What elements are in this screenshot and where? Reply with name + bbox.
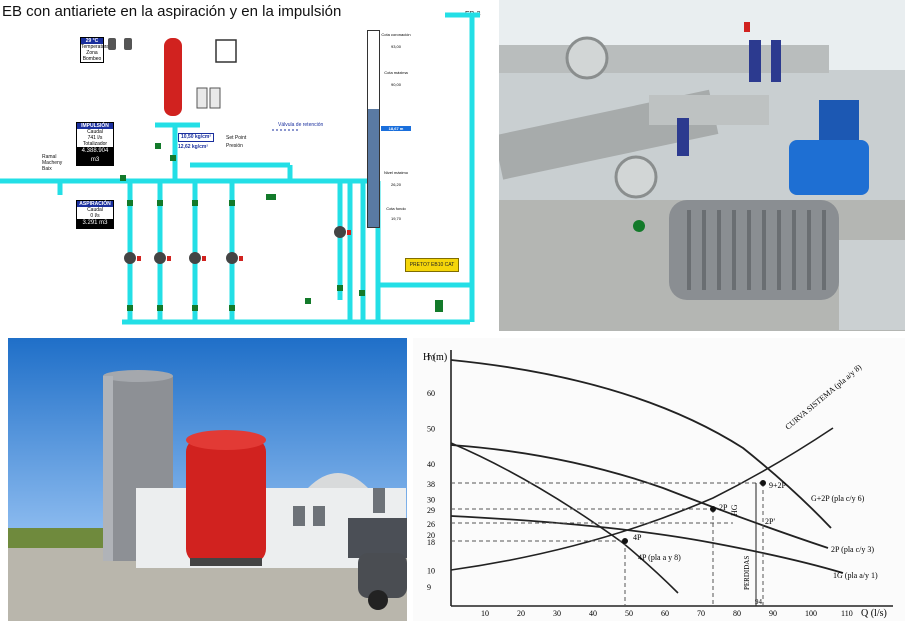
level-annotations: Cota coronación 93,00 Cota máxima 90,00 … (381, 30, 413, 226)
scada-title: EB con antiariete en la aspiración y en … (2, 3, 342, 20)
y-mark: 38 (427, 480, 435, 489)
outlet-flow-meter: IMPULSIÓN Caudal 741 l/s Totalizador 4.3… (76, 122, 114, 166)
output-label-box: PRETO7 EB10 CAT (405, 258, 459, 272)
surge-tank-photo (8, 338, 407, 621)
level-label: Cota fondo (386, 206, 406, 211)
temperature-value: 29 °C (81, 38, 103, 44)
x-tick-label: 40 (589, 609, 597, 618)
inlet-total-value: 3.291 m3 (77, 219, 113, 228)
y-tick-label: 70 (427, 354, 435, 363)
x-tick-label: 80 (733, 609, 741, 618)
g2p-curve (450, 359, 832, 529)
x-tick-label: 70 (697, 609, 705, 618)
y-tick-label: 60 (427, 389, 435, 398)
level-value: 19,70 (390, 216, 401, 221)
pressure-value: 12,62 kg/cm² (178, 144, 209, 150)
y-mark: 26 (427, 520, 435, 529)
p1g-label: 1G (pla a/y 1) (833, 571, 878, 580)
setpoint-label: Set Point (226, 135, 247, 141)
point-label-4p: 4P (633, 533, 642, 542)
y-mark: 18 (427, 538, 435, 547)
system-curve (450, 427, 834, 571)
surge-tank-illustration (8, 338, 407, 621)
level-value: 93,00 (390, 44, 401, 49)
hg-label: HG (730, 504, 739, 516)
x-tick-label: 110 (841, 609, 853, 618)
outlet-total-label: Totalizador (82, 141, 108, 147)
y-axis-label: H (m) (423, 352, 447, 363)
pump-room-photo (499, 0, 905, 331)
p4-description: 4P (pla a y 8) (638, 553, 681, 562)
scada-diagram-panel: EB con antiariete en la aspiración y en … (0, 0, 493, 331)
y-tick-label: 40 (427, 460, 435, 469)
tank-level-gauge (367, 30, 380, 228)
outlet-flow-value: 741 l/s (87, 135, 103, 141)
pump-curves-chart: 10 20 30 40 50 60 70 10 20 30 40 50 60 70 80 90 100 110 … (413, 338, 905, 621)
level-label: Cota máxima (384, 70, 408, 75)
y-mark: 9 (427, 583, 431, 592)
inlet-flow-meter: ASPIRACIÓN Caudal 0 l/s 3.291 m3 (76, 200, 114, 229)
scada-pipe-network (0, 12, 480, 325)
setpoint-value: 10,50 kg/cm² (178, 133, 215, 142)
sensor-icon (108, 38, 116, 50)
inlet-label: Ramal Macheny Baix (42, 154, 63, 172)
level-current-value: 18,67 m (381, 126, 411, 131)
y-tick-label: 10 (427, 567, 435, 576)
g2p-label: G+2P (pla c/y 6) (811, 494, 865, 503)
x-tick-label: 90 (769, 609, 777, 618)
p2-curve (450, 444, 829, 549)
outlet-total-value: 4.388.904 m3 (77, 147, 113, 165)
reference-lines (451, 482, 764, 606)
p2-label: 2P (pla c/y 3) (831, 545, 874, 554)
y-ticks: 10 20 30 40 50 60 70 (427, 354, 435, 576)
p4-curve (450, 442, 679, 594)
pump-room-illustration (499, 0, 905, 331)
point-label-2p-prime: 2P' (765, 517, 775, 526)
x-tick-label: 60 (661, 609, 669, 618)
y-tick-label: 20 (427, 531, 435, 540)
sensor-icon (124, 38, 132, 50)
x-tick-label: 20 (517, 609, 525, 618)
inlet-flow-label: Caudal (87, 207, 103, 213)
y-tick-label: 30 (427, 496, 435, 505)
pressure-label: Presión (226, 143, 243, 149)
x-tick-label: 10 (481, 609, 489, 618)
losses-label: PERDIDAS (743, 556, 751, 590)
x-ticks: 10 20 30 40 50 60 70 80 90 100 110 (481, 609, 853, 618)
level-label: Nivel máximo (383, 170, 408, 175)
x-mark: 94 (755, 598, 763, 606)
point-label-2p: 2P (719, 503, 728, 512)
x-tick-label: 50 (625, 609, 633, 618)
level-value: 26,20 (390, 182, 401, 187)
temperature-readout: 29 °C Temperatura Zona Bombeo (80, 37, 110, 63)
system-curve-label: CURVA SISTEMA (pla a/y 8) (784, 362, 864, 431)
inlet-flow-header: ASPIRACIÓN (77, 201, 113, 207)
x-tick-label: 30 (553, 609, 561, 618)
outlet-flow-header: IMPULSIÓN (77, 123, 113, 129)
x-axis-label: Q (l/s) (861, 608, 887, 619)
point-label-gp: 9+2P (769, 481, 787, 490)
outlet-flow-label: Caudal (87, 129, 103, 135)
zone-label: Zona Bombeo (82, 50, 102, 62)
valve-label: Válvula de retención (278, 122, 324, 128)
p1g-curve (450, 515, 844, 574)
inlet-flow-value: 0 l/s (90, 213, 100, 219)
y-tick-label: 50 (427, 425, 435, 434)
temperature-label: Temperatura (81, 44, 110, 50)
level-label: Cota coronación (381, 32, 411, 37)
operating-points (622, 480, 766, 544)
tank-level-fill (368, 109, 379, 227)
x-tick-label: 100 (805, 609, 817, 618)
level-value: 90,00 (390, 82, 401, 87)
setpoint-group: 10,50 kg/cm² 12,62 kg/cm² (178, 133, 215, 151)
y-mark: 29 (427, 506, 435, 515)
